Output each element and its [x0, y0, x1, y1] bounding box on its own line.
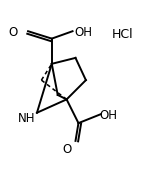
Text: OH: OH: [99, 109, 117, 122]
Text: OH: OH: [74, 26, 92, 39]
Text: HCl: HCl: [112, 28, 134, 41]
Text: NH: NH: [18, 112, 35, 125]
Text: O: O: [9, 26, 18, 39]
Text: O: O: [62, 143, 71, 156]
